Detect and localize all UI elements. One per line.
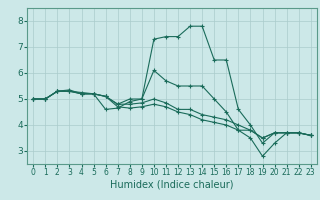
X-axis label: Humidex (Indice chaleur): Humidex (Indice chaleur) — [110, 180, 234, 190]
